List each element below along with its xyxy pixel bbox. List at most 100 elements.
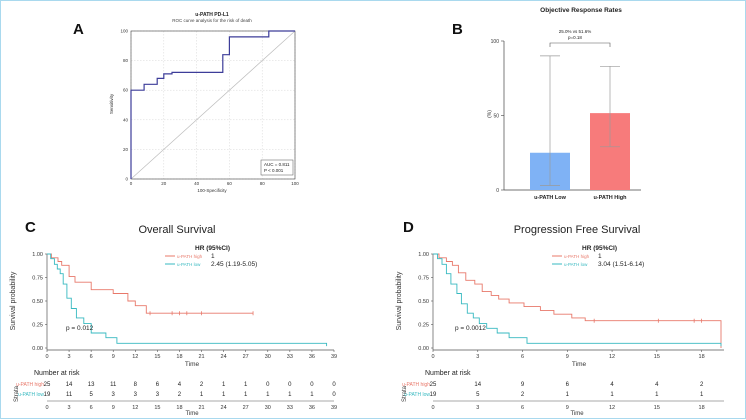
- os-ylabel: Survival probability: [10, 271, 17, 330]
- pfs-p-label: p = 0.0012: [455, 325, 486, 332]
- roc-y-tick-label: 40: [123, 117, 129, 122]
- pfs-risk-time-tick: 9: [566, 405, 569, 411]
- pfs-y-tick-label: 0.50: [418, 299, 429, 305]
- pfs-xlabel: Time: [572, 361, 587, 368]
- os-risk-count: 1: [266, 392, 270, 398]
- os-risk-count: 2: [200, 382, 204, 388]
- pfs-risk-time-tick: 15: [654, 405, 660, 411]
- os-x-tick-label: 18: [176, 354, 182, 360]
- os-chart: Overall Survival Survival probability 0.…: [10, 224, 337, 417]
- os-risk-time-tick: 30: [265, 405, 271, 411]
- os-curve-low: [47, 253, 328, 347]
- roc-x-tick-label: 40: [194, 181, 200, 186]
- pfs-risk-strata-label: Strata: [402, 385, 408, 402]
- orr-comparison-label: 25.0% vs 51.6%: [559, 29, 592, 34]
- os-risk-count: 3: [134, 392, 138, 398]
- os-risk-count: 1: [288, 392, 292, 398]
- os-risk-time-label: Time: [185, 411, 199, 417]
- orr-comparison-bracket: [549, 42, 611, 47]
- roc-y-tick-label: 20: [123, 147, 129, 152]
- panel-letter-c: C: [25, 219, 36, 236]
- pfs-curve-low: [433, 253, 722, 347]
- os-x-tick-label: 15: [154, 354, 160, 360]
- os-risk-count: 2: [178, 392, 182, 398]
- os-hr-header: HR (95%CI): [195, 245, 230, 252]
- pfs-hr-header: HR (95%CI): [582, 245, 617, 252]
- roc-x-tick-label: 100: [291, 181, 299, 186]
- os-risk-strata-label: Strata: [14, 385, 20, 402]
- panel-letter-b: B: [452, 21, 463, 38]
- pfs-risk-count: 2: [521, 392, 525, 398]
- os-risk-count: 11: [66, 392, 73, 398]
- pfs-risk-count: 9: [521, 382, 525, 388]
- pfs-risk-time-tick: 3: [476, 405, 479, 411]
- os-risk-count: 11: [110, 382, 117, 388]
- orr-category-label-low: u-PATH Low: [534, 195, 567, 201]
- os-plot-area: 0.000.250.500.751.000 3 6 9 12 15 18 21 24 27 30 33…: [32, 252, 337, 360]
- roc-chart: u-PATH PD-L1 ROC curve analysis for the …: [109, 12, 299, 193]
- os-risk-count: 4: [178, 382, 182, 388]
- pfs-x-tick-label: 3: [476, 354, 479, 360]
- roc-title: u-PATH PD-L1: [195, 12, 229, 18]
- pfs-risk-row-label-high: u-PATH high: [402, 382, 430, 388]
- os-risk-time-tick: 18: [176, 405, 182, 411]
- roc-y-tick-label: 60: [123, 88, 129, 93]
- pfs-curve-high: [433, 253, 722, 348]
- pfs-risk-count: 2: [700, 382, 704, 388]
- orr-category-label-high: u-PATH High: [593, 195, 627, 201]
- pfs-x-tick-label: 9: [566, 354, 569, 360]
- roc-x-tick-label: 60: [227, 181, 233, 186]
- os-risk-title: Number at risk: [34, 370, 80, 377]
- os-risk-count: 0: [266, 382, 270, 388]
- pfs-x-tick-label: 6: [521, 354, 524, 360]
- panel-letter-d: D: [403, 219, 414, 236]
- pfs-risk-table: u-PATH high 25 14 9 6 4 4 2 u-PATH low 19 5 2 1 1 1 1 0 3…: [402, 382, 724, 411]
- os-x-tick-label: 39: [331, 354, 337, 360]
- os-curve-high: [47, 253, 254, 314]
- pfs-risk-count: 4: [655, 382, 659, 388]
- pfs-hr-value-low: 3.04 (1.51-6.14): [598, 261, 644, 268]
- os-hr-value-high: 1: [211, 253, 215, 260]
- pfs-risk-time-tick: 18: [699, 405, 705, 411]
- roc-y-tick-label: 0: [125, 177, 128, 182]
- os-risk-count: 0: [332, 382, 336, 388]
- orr-y-tick-label: 100: [491, 39, 500, 45]
- os-risk-count: 25: [44, 382, 51, 388]
- pfs-plot-area: 0.00 0.25 0.50 0.75 1.00 0 3 6 9 12 15 18: [418, 252, 724, 360]
- os-x-tick-label: 33: [287, 354, 293, 360]
- os-x-tick-label: 21: [198, 354, 204, 360]
- os-y-tick-label: 0.25: [32, 323, 43, 329]
- pfs-x-tick-label: 15: [654, 354, 660, 360]
- pfs-risk-title: Number at risk: [425, 370, 471, 377]
- os-x-tick-label: 9: [112, 354, 115, 360]
- roc-auc-label: AUC = 0.811: [264, 162, 290, 167]
- os-risk-time-tick: 9: [112, 405, 115, 411]
- pfs-risk-count: 1: [610, 392, 614, 398]
- pfs-risk-row-label-low: u-PATH low: [404, 392, 430, 398]
- pfs-risk-time-label: Time: [570, 411, 584, 417]
- os-risk-time-tick: 3: [68, 405, 71, 411]
- orr-plot-area: 0 50 100 u-PATH Low u-PATH High: [491, 39, 641, 201]
- os-risk-count: 3: [112, 392, 116, 398]
- os-legend-entry-low: u-PATH low: [177, 262, 201, 267]
- roc-ylabel: Sensitivity: [109, 93, 114, 114]
- os-risk-time-tick: 36: [309, 405, 315, 411]
- pfs-risk-time-tick: 12: [609, 405, 615, 411]
- os-x-tick-label: 3: [68, 354, 71, 360]
- os-y-tick-label: 1.00: [32, 252, 43, 258]
- os-risk-time-tick: 33: [287, 405, 293, 411]
- roc-p-label: P < 0.001: [264, 168, 284, 173]
- os-risk-count: 1: [200, 392, 204, 398]
- os-title: Overall Survival: [138, 224, 215, 236]
- os-xlabel: Time: [185, 361, 200, 368]
- os-hr-value-low: 2.45 (1.19-5.05): [211, 261, 257, 268]
- panel-letter-a: A: [73, 21, 84, 38]
- pfs-risk-time-tick: 0: [431, 405, 434, 411]
- os-risk-time-tick: 6: [90, 405, 93, 411]
- os-risk-count: 3: [156, 392, 160, 398]
- os-y-tick-label: 0.00: [32, 346, 43, 352]
- pfs-y-tick-label: 0.75: [418, 276, 429, 282]
- pfs-chart: Progression Free Survival Survival proba…: [396, 224, 724, 417]
